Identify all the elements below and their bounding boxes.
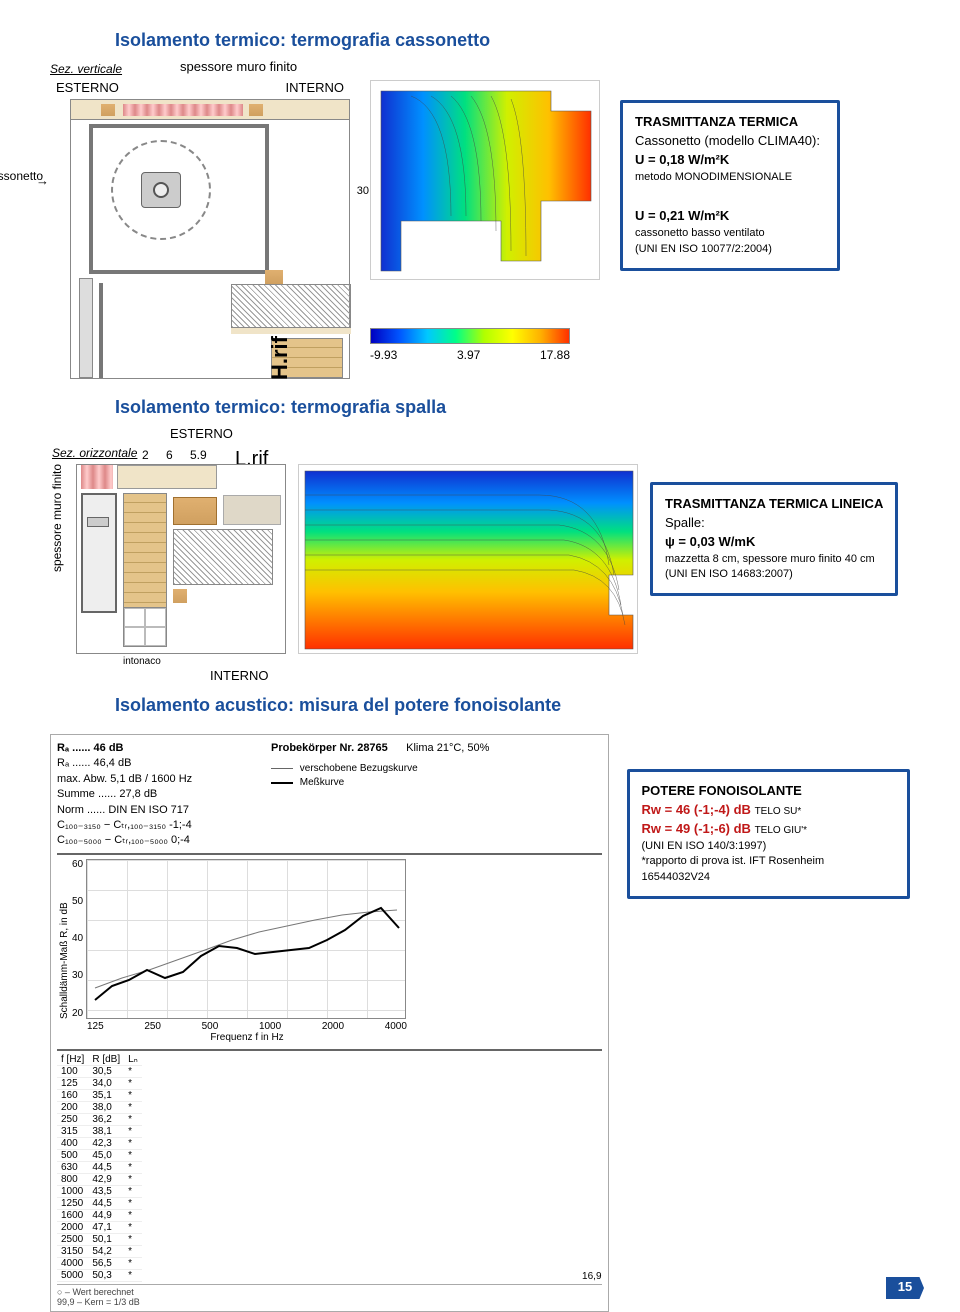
ac-klima: Klima 21°C, 50% (406, 742, 489, 754)
ac-table-row: 16035,1* (57, 1089, 142, 1101)
ac-ytick: 30 (72, 970, 83, 981)
info3-std: (UNI EN ISO 140/3:1997) (642, 839, 895, 855)
sez-orizzontale-label: Sez. orizzontale (52, 446, 137, 460)
section2-title: Isolamento termico: termografia spalla (115, 397, 910, 418)
info3-note: *rapporto di prova ist. IFT Rosenheim 16… (642, 854, 895, 886)
info3-r1b: TELO SU* (755, 806, 802, 817)
info1-u1: U = 0,18 W/m²K (635, 152, 729, 167)
ac-th-r: R [dB] (88, 1054, 124, 1066)
ac-table-row: 31538,1* (57, 1125, 142, 1137)
info2-line1: Spalle: (665, 514, 883, 533)
spessore-label-1: spessore muro finito (180, 59, 910, 74)
spalla-drawing: intonaco (76, 464, 286, 654)
ac-th-l: Lₙ (124, 1054, 142, 1066)
ac-table-row: 10030,5* (57, 1065, 142, 1077)
esterno-label-2: ESTERNO (170, 426, 233, 441)
ac-probe: Probekörper Nr. 28765 (271, 742, 388, 754)
ac-xtick: 4000 (385, 1021, 407, 1032)
ac-xlabel: Frequenz f in Hz (87, 1032, 407, 1043)
sez-verticale-label: Sez. verticale (50, 62, 122, 76)
dim-c: 5.9 (190, 448, 207, 462)
ac-table-row: 400056,5* (57, 1257, 142, 1269)
ac-table-row: 40042,3* (57, 1137, 142, 1149)
intonaco-label: intonaco (123, 656, 161, 667)
info2-std: (UNI EN ISO 14683:2007) (665, 567, 883, 583)
acoustic-table: f [Hz] R [dB] Lₙ 10030,5*12534,0*16035,1… (57, 1054, 142, 1282)
info2-heading: TRASMITTANZA TERMICA LINEICA (665, 496, 883, 511)
dim-30: 30 (357, 185, 369, 197)
page-number: 15 (886, 1277, 924, 1299)
ac-ytick: 20 (72, 1008, 83, 1019)
info1-line1: Cassonetto (modello CLIMA40): (635, 132, 825, 151)
spalla-thermography (298, 464, 638, 654)
ac-maxabw: max. Abw. 5,1 dB / 1600 Hz (57, 772, 257, 787)
interno-label-2: INTERNO (210, 668, 910, 683)
info1-u2: U = 0,21 W/m²K (635, 208, 729, 223)
interno-label-1: INTERNO (286, 80, 345, 95)
ac-table-row: 200047,1* (57, 1221, 142, 1233)
spalla-info-box: TRASMITTANZA TERMICA LINEICA Spalle: ψ =… (650, 482, 898, 596)
ac-c1: C₁₀₀₋₃₁₅₀ − Cₜᵣ,₁₀₀₋₃₁₅₀ -1;-4 (57, 818, 257, 833)
info3-r2b: TELO GIU'* (755, 825, 807, 836)
section3-title: Isolamento acustico: misura del potere f… (115, 695, 910, 716)
cassonetto-thermography (370, 80, 600, 280)
cassonetto-info-box: TRASMITTANZA TERMICA Cassonetto (modello… (620, 100, 840, 271)
ac-ylabel: Schalldämm-Maß R, in dB (57, 859, 72, 1019)
ac-leg2: Meßkurve (300, 777, 344, 788)
acoustic-info-box: POTERE FONOISOLANTE Rw = 46 (-1;-4) dB T… (627, 769, 910, 899)
ac-table-row: 20038,0* (57, 1101, 142, 1113)
info3-r1a: Rw = 46 (-1;-4) dB (642, 802, 755, 817)
ac-footer-val: 16,9 (582, 1271, 601, 1282)
ac-table-row: 50045,0* (57, 1149, 142, 1161)
ac-table-row: 63044,5* (57, 1161, 142, 1173)
ac-table-row: 500050,3* (57, 1269, 142, 1281)
ac-table-row: 80042,9* (57, 1173, 142, 1185)
ac-xtick: 125 (87, 1021, 104, 1032)
ac-rw: Rₐ ...... 46 dB (57, 741, 257, 756)
ac-rw2: Rₐ ...... 46,4 dB (57, 756, 257, 771)
ac-xtick: 500 (202, 1021, 219, 1032)
ac-ytick: 50 (72, 896, 83, 907)
ac-table-row: 250050,1* (57, 1233, 142, 1245)
ac-footer: ○ – Wert berechnet 99,9 – Kern = 1/3 dB (57, 1284, 602, 1307)
acoustic-graph (86, 859, 406, 1019)
section1-title: Isolamento termico: termografia cassonet… (115, 30, 910, 51)
ac-table-row: 100043,5* (57, 1185, 142, 1197)
ac-table-row: 125044,5* (57, 1197, 142, 1209)
acoustic-report: Rₐ ...... 46 dB Rₐ ...... 46,4 dB max. A… (50, 734, 609, 1312)
spessore-label-2: spessore muro finito (50, 464, 64, 622)
ac-xtick: 250 (144, 1021, 161, 1032)
ac-xtick: 1000 (259, 1021, 281, 1032)
ac-th-f: f [Hz] (57, 1054, 88, 1066)
ac-table-row: 315054,2* (57, 1245, 142, 1257)
info1-vent: cassonetto basso ventilato (635, 226, 825, 242)
scale1-mid: 3.97 (457, 348, 480, 362)
info3-r2a: Rw = 49 (-1;-6) dB (642, 821, 755, 836)
scale1-max: 17.88 (540, 348, 570, 362)
ac-xtick: 2000 (322, 1021, 344, 1032)
hrif-label: H.rif (267, 336, 293, 380)
ac-c2: C₁₀₀₋₅₀₀₀ − Cₜᵣ,₁₀₀₋₅₀₀₀ 0;-4 (57, 833, 257, 848)
cassonetto-drawing: 30 H.rif (70, 99, 350, 379)
ac-summe: Summe ...... 27,8 dB (57, 787, 257, 802)
info3-heading: POTERE FONOISOLANTE (642, 783, 802, 798)
info2-note: mazzetta 8 cm, spessore muro finito 40 c… (665, 552, 883, 568)
ac-table-row: 25036,2* (57, 1113, 142, 1125)
info2-psi: ψ = 0,03 W/mK (665, 534, 755, 549)
esterno-label-1: ESTERNO (56, 80, 119, 95)
scale1-min: -9.93 (370, 348, 397, 362)
dim-b: 6 (166, 448, 173, 462)
dim-a: 2 (142, 448, 149, 462)
color-scale-1 (370, 328, 570, 344)
ac-ytick: 60 (72, 859, 83, 870)
ac-leg1: verschobene Bezugskurve (300, 763, 418, 774)
ac-table-row: 12534,0* (57, 1077, 142, 1089)
ac-norm: Norm ...... DIN EN ISO 717 (57, 803, 257, 818)
ac-ytick: 40 (72, 933, 83, 944)
ac-table-row: 160044,9* (57, 1209, 142, 1221)
info1-meth: metodo MONODIMENSIONALE (635, 170, 825, 186)
info1-heading: TRASMITTANZA TERMICA (635, 114, 798, 129)
info1-std: (UNI EN ISO 10077/2:2004) (635, 242, 825, 258)
